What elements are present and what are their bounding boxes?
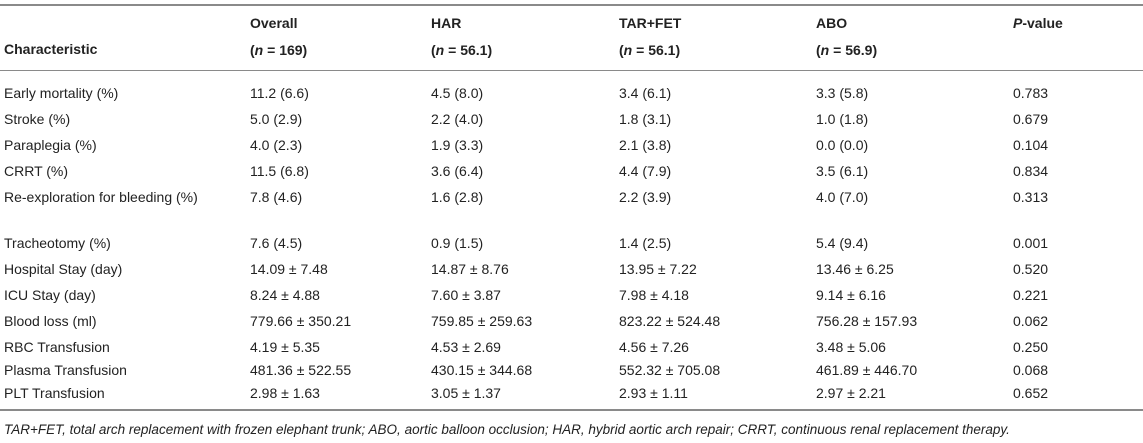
cell-tar-fet: 2.2 (3.9) [619, 189, 672, 205]
cell-overall: 11.2 (6.6) [250, 85, 309, 101]
cell-har: 4.53 ± 2.69 [431, 339, 501, 355]
cell-tar-fet: 4.4 (7.9) [619, 163, 672, 179]
cell-tar-fet: 2.93 ± 1.11 [619, 385, 688, 401]
cell-har: 0.9 (1.5) [431, 235, 484, 251]
row-label: Stroke (%) [4, 111, 71, 127]
header-characteristic-label: Characteristic [4, 41, 98, 57]
cell-har: 3.05 ± 1.37 [431, 385, 501, 401]
cell-har: 1.9 (3.3) [431, 137, 484, 153]
cell-abo: 0.0 (0.0) [816, 137, 869, 153]
cell-abo: 9.14 ± 6.16 [816, 287, 886, 303]
header-overall-label: Overall [250, 15, 298, 31]
cell-pvalue: 0.068 [1013, 362, 1049, 378]
header-tar-fet: TAR+FET (n = 56.1) [619, 14, 681, 59]
row-label: Plasma Transfusion [4, 362, 127, 378]
cell-abo: 13.46 ± 6.25 [816, 261, 894, 277]
header-har: HAR (n = 56.1) [431, 14, 492, 59]
cell-tar-fet: 2.1 (3.8) [619, 137, 672, 153]
cell-har: 3.6 (6.4) [431, 163, 484, 179]
cell-abo: 5.4 (9.4) [816, 235, 869, 251]
cell-abo: 3.5 (6.1) [816, 163, 869, 179]
cell-tar-fet: 1.4 (2.5) [619, 235, 672, 251]
cell-abo: 461.89 ± 446.70 [816, 362, 918, 378]
header-overall: Overall (n = 169) [250, 14, 307, 59]
cell-abo: 3.3 (5.8) [816, 85, 869, 101]
cell-tar-fet: 823.22 ± 524.48 [619, 313, 721, 329]
cell-abo: 2.97 ± 2.21 [816, 385, 886, 401]
cell-overall: 4.19 ± 5.35 [250, 339, 320, 355]
header-abo: ABO (n = 56.9) [816, 14, 877, 59]
row-label: ICU Stay (day) [4, 287, 96, 303]
cell-pvalue: 0.679 [1013, 111, 1049, 127]
cell-pvalue: 0.834 [1013, 163, 1049, 179]
cell-har: 4.5 (8.0) [431, 85, 484, 101]
cell-abo: 756.28 ± 157.93 [816, 313, 918, 329]
cell-pvalue: 0.783 [1013, 85, 1049, 101]
header-har-n: (n = 56.1) [431, 42, 493, 58]
cell-har: 14.87 ± 8.76 [431, 261, 509, 277]
cell-overall: 2.98 ± 1.63 [250, 385, 320, 401]
row-label: CRRT (%) [4, 163, 69, 179]
cell-abo: 4.0 (7.0) [816, 189, 869, 205]
cell-tar-fet: 13.95 ± 7.22 [619, 261, 697, 277]
cell-overall: 7.8 (4.6) [250, 189, 303, 205]
row-label: Early mortality (%) [4, 85, 119, 101]
row-label: Re-exploration for bleeding (%) [4, 189, 198, 205]
cell-abo: 3.48 ± 5.06 [816, 339, 886, 355]
row-label: Hospital Stay (day) [4, 261, 123, 277]
cell-har: 2.2 (4.0) [431, 111, 484, 127]
header-har-label: HAR [431, 15, 462, 31]
cell-har: 759.85 ± 259.63 [431, 313, 533, 329]
cell-tar-fet: 3.4 (6.1) [619, 85, 672, 101]
cell-tar-fet: 1.8 (3.1) [619, 111, 672, 127]
table-header-rule [0, 70, 1143, 71]
row-label: Tracheotomy (%) [4, 235, 111, 251]
cell-pvalue: 0.001 [1013, 235, 1049, 251]
table-bottom-rule [0, 409, 1143, 411]
header-characteristic: Characteristic [4, 40, 97, 58]
row-label: RBC Transfusion [4, 339, 110, 355]
cell-pvalue: 0.062 [1013, 313, 1049, 329]
cell-pvalue: 0.652 [1013, 385, 1049, 401]
row-label: PLT Transfusion [4, 385, 105, 401]
cell-overall: 5.0 (2.9) [250, 111, 303, 127]
cell-overall: 779.66 ± 350.21 [250, 313, 352, 329]
header-pvalue: P-value [1013, 14, 1063, 32]
cell-tar-fet: 4.56 ± 7.26 [619, 339, 689, 355]
cell-pvalue: 0.221 [1013, 287, 1049, 303]
cell-pvalue: 0.104 [1013, 137, 1049, 153]
cell-abo: 1.0 (1.8) [816, 111, 869, 127]
header-abo-n: (n = 56.9) [816, 42, 878, 58]
header-tar-fet-n: (n = 56.1) [619, 42, 681, 58]
row-label: Paraplegia (%) [4, 137, 97, 153]
header-pvalue-rest: -value [1022, 15, 1063, 31]
cell-har: 430.15 ± 344.68 [431, 362, 533, 378]
cell-overall: 4.0 (2.3) [250, 137, 303, 153]
header-abo-label: ABO [816, 15, 848, 31]
cell-pvalue: 0.313 [1013, 189, 1049, 205]
table-top-rule [0, 4, 1143, 6]
header-pvalue-italic: P [1013, 15, 1023, 31]
row-label: Blood loss (ml) [4, 313, 97, 329]
cell-tar-fet: 552.32 ± 705.08 [619, 362, 721, 378]
cell-overall: 7.6 (4.5) [250, 235, 303, 251]
cell-pvalue: 0.520 [1013, 261, 1049, 277]
cell-overall: 11.5 (6.8) [250, 163, 309, 179]
table-footnote: TAR+FET, total arch replacement with fro… [4, 422, 1010, 437]
cell-tar-fet: 7.98 ± 4.18 [619, 287, 689, 303]
cell-pvalue: 0.250 [1013, 339, 1049, 355]
cell-overall: 14.09 ± 7.48 [250, 261, 328, 277]
header-overall-n: (n = 169) [250, 42, 308, 58]
cell-overall: 481.36 ± 522.55 [250, 362, 352, 378]
cell-har: 7.60 ± 3.87 [431, 287, 501, 303]
cell-overall: 8.24 ± 4.88 [250, 287, 320, 303]
header-tar-fet-label: TAR+FET [619, 15, 682, 31]
cell-har: 1.6 (2.8) [431, 189, 484, 205]
